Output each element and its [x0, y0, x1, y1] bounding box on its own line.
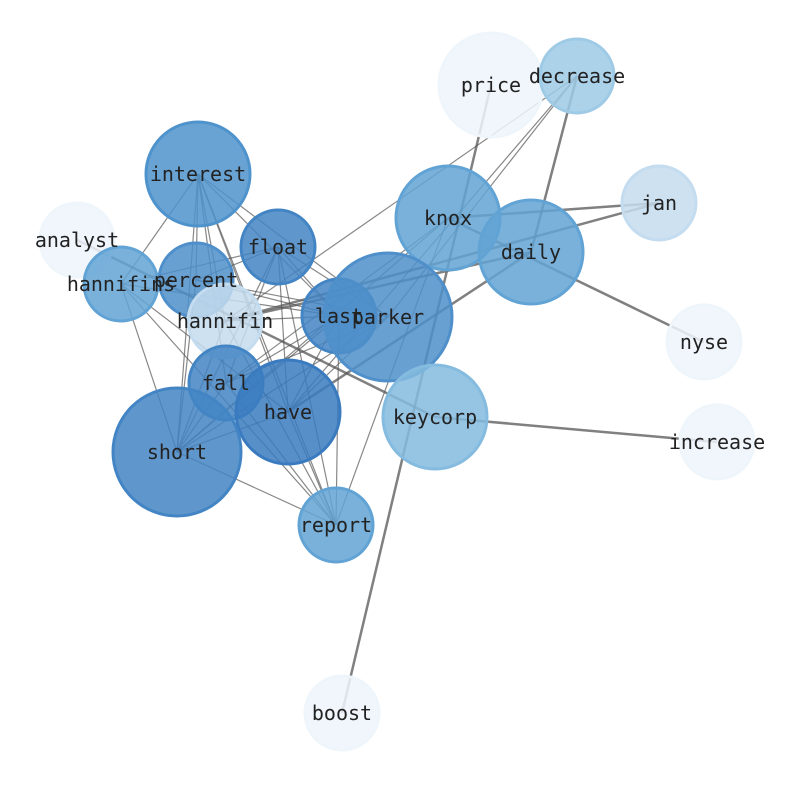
node-label-hannifin: hannifin	[177, 309, 273, 333]
node-hannifins	[82, 245, 160, 323]
nodes-layer	[38, 31, 756, 752]
node-boost	[303, 674, 381, 752]
node-interest	[144, 120, 252, 228]
node-label-boost: boost	[312, 701, 372, 725]
node-have	[234, 358, 342, 466]
node-parker	[322, 251, 454, 383]
node-float	[239, 208, 317, 286]
node-label-have: have	[264, 400, 312, 424]
node-label-fall: fall	[202, 371, 250, 395]
node-decrease	[538, 37, 616, 115]
node-label-hannifins: hannifins	[67, 272, 175, 296]
node-label-increase: increase	[669, 430, 765, 454]
node-label-short: short	[147, 440, 207, 464]
node-daily	[477, 198, 585, 306]
node-label-interest: interest	[150, 162, 246, 186]
node-label-jan: jan	[641, 191, 677, 215]
node-label-daily: daily	[501, 240, 561, 264]
node-label-last: last	[315, 304, 363, 328]
node-label-analyst: analyst	[35, 228, 119, 252]
node-label-price: price	[461, 73, 521, 97]
node-label-keycorp: keycorp	[393, 405, 477, 429]
node-label-knox: knox	[424, 206, 472, 230]
node-keycorp	[381, 363, 489, 471]
node-label-report: report	[300, 513, 372, 537]
node-increase	[678, 403, 756, 481]
node-label-percent: percent	[154, 268, 238, 292]
node-label-nyse: nyse	[680, 330, 728, 354]
node-short	[111, 386, 243, 518]
node-report	[297, 486, 375, 564]
labels-layer: price decrease interest knox jan daily analyst…	[35, 64, 765, 725]
node-label-decrease: decrease	[529, 64, 625, 88]
node-label-parker: parker	[352, 305, 424, 329]
edge-interest-report	[197, 173, 337, 526]
node-nyse	[665, 303, 743, 381]
node-jan	[620, 164, 698, 242]
node-label-float: float	[248, 235, 308, 259]
